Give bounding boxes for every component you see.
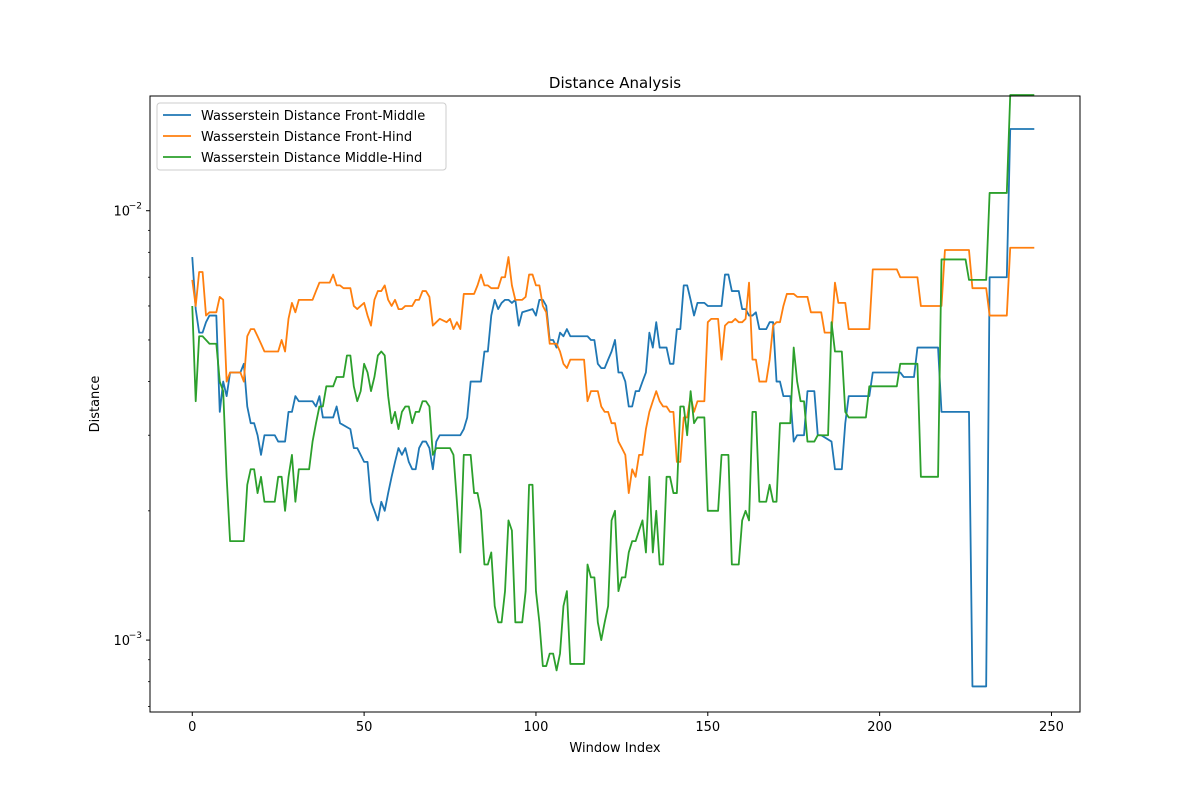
legend-label-2: Wasserstein Distance Front-Hind	[201, 130, 412, 145]
series-line-2	[191, 246, 1035, 494]
x-tick-label: 100	[524, 720, 549, 735]
y-tick-label: 10	[113, 634, 130, 649]
x-tick-label: 150	[695, 720, 720, 735]
y-axis-label: Distance	[88, 376, 103, 433]
series-layer	[191, 94, 1035, 688]
y-tick-label-exponent: −3	[129, 631, 142, 641]
x-tick-label: 50	[356, 720, 373, 735]
x-axis-label: Window Index	[569, 741, 660, 756]
y-axis: 10−310−2	[113, 202, 150, 707]
x-axis: 0 50 100 150 200 250	[188, 712, 1064, 735]
legend-label-1: Wasserstein Distance Front-Middle	[201, 109, 425, 124]
chart-title: Distance Analysis	[549, 74, 681, 92]
y-tick-label-exponent: −2	[129, 202, 142, 212]
x-tick-label: 0	[188, 720, 196, 735]
x-tick-label: 250	[1039, 720, 1064, 735]
x-tick-label: 200	[867, 720, 892, 735]
legend: Wasserstein Distance Front-Middle Wassers…	[156, 102, 447, 171]
plot-frame	[149, 95, 1081, 713]
y-tick-label: 10	[113, 205, 130, 220]
legend-box	[156, 102, 447, 171]
series-line-3	[191, 94, 1035, 672]
legend-label-3: Wasserstein Distance Middle-Hind	[201, 151, 422, 166]
